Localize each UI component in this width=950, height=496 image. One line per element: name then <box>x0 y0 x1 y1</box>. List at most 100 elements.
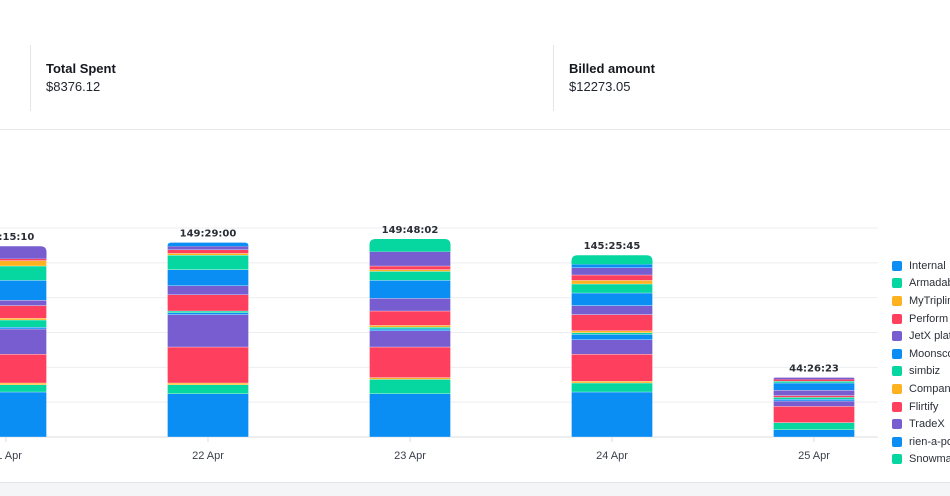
stat-divider <box>553 45 554 111</box>
legend-label: Snowma <box>909 453 950 466</box>
bar-segment <box>167 310 249 313</box>
legend-item[interactable]: rien-a-po <box>892 433 950 451</box>
bar-segment <box>167 314 249 348</box>
legend-item[interactable]: Compan <box>892 380 950 398</box>
legend-swatch <box>892 260 902 271</box>
bar-segment <box>369 393 451 438</box>
legend-swatch <box>892 331 902 342</box>
bar-segment <box>369 328 451 331</box>
legend-label: rien-a-po <box>909 435 950 448</box>
legend-swatch <box>892 313 902 324</box>
legend-item[interactable]: MyTriplin <box>892 292 950 310</box>
legend-swatch <box>892 401 902 412</box>
bar-segment <box>167 242 249 247</box>
top-strip <box>0 0 950 29</box>
bar-segment <box>167 269 249 286</box>
legend-swatch <box>892 366 902 377</box>
bar-segment <box>167 312 249 315</box>
bar-segment <box>0 280 47 301</box>
bar-segment <box>773 397 855 400</box>
bar-segment <box>571 354 653 382</box>
bar-segment <box>571 264 653 268</box>
bar-segment <box>0 305 47 319</box>
bar-segment <box>571 330 653 333</box>
bar-segment <box>369 346 451 378</box>
legend-label: Compan <box>909 382 950 395</box>
bar-segment <box>571 314 653 331</box>
stacked-bar-chart: 149:15:10 21 Apr 149:29:00 22 Apr 149:48:02 2… <box>0 225 878 462</box>
legend-swatch <box>892 419 902 430</box>
bar-total-label: 149:15:10 <box>0 232 34 243</box>
legend-item[interactable]: Internal <box>892 257 950 275</box>
legend-swatch <box>892 348 902 359</box>
bar-segment <box>0 318 47 321</box>
bar-segment <box>369 280 451 299</box>
bar-segment <box>0 246 47 259</box>
x-tick-label: 23 Apr <box>394 450 426 462</box>
bar-segment <box>167 384 249 394</box>
bar-segment <box>369 327 451 330</box>
bar-segment <box>571 267 653 276</box>
bar-segment <box>571 255 653 265</box>
x-tick-label: 24 Apr <box>596 450 628 462</box>
bar-segment <box>369 269 451 272</box>
bar-total-label: 149:48:02 <box>382 225 439 236</box>
legend-label: Perform <box>909 312 949 325</box>
legend-label: JetX plat <box>909 330 950 343</box>
billed-amount-value: $12273.05 <box>569 79 631 94</box>
bar-segment <box>0 327 47 330</box>
bar-segment <box>167 382 249 385</box>
bar-segment <box>0 382 47 385</box>
bar-segment <box>571 305 653 315</box>
bar-segment <box>773 381 855 384</box>
legend-item[interactable]: Moonsco <box>892 345 950 363</box>
bar-segment <box>369 239 451 252</box>
bar-segment <box>773 390 855 396</box>
bar-segment <box>369 330 451 348</box>
legend-item[interactable]: Perform <box>892 310 950 328</box>
bar-segment <box>571 280 653 285</box>
bar-segment <box>773 400 855 407</box>
legend-item[interactable]: Snowma <box>892 451 950 469</box>
legend-item[interactable]: simbiz <box>892 363 950 381</box>
bar-segment <box>571 391 653 438</box>
bar-segment <box>167 255 249 270</box>
bar-segment <box>167 249 249 254</box>
legend-label: Internal <box>909 259 946 272</box>
bar-segment <box>571 332 653 335</box>
chart-legend: Internal Armadab MyTriplin Perform JetX plat… <box>892 257 950 468</box>
total-spent-stat: Total Spent $8376.12 <box>46 61 116 95</box>
bar-segment <box>369 377 451 380</box>
chart-panel: 149:15:10 21 Apr 149:29:00 22 Apr 149:48:02 2… <box>0 130 950 483</box>
billed-amount-label: Billed amount <box>569 61 655 76</box>
legend-item[interactable]: Armadab <box>892 275 950 293</box>
legend-item[interactable]: JetX plat <box>892 327 950 345</box>
x-tick-label: 21 Apr <box>0 450 22 462</box>
bar-segment <box>0 328 47 355</box>
legend-swatch <box>892 383 902 394</box>
legend-label: Moonsco <box>909 347 950 360</box>
legend-item[interactable]: Flirtify <box>892 398 950 416</box>
bar-segment <box>0 260 47 267</box>
legend-label: Flirtify <box>909 400 939 413</box>
legend-swatch <box>892 278 902 289</box>
legend-label: TradeX <box>909 418 945 431</box>
bar-segment <box>773 429 855 438</box>
legend-item[interactable]: TradeX <box>892 415 950 433</box>
bar-segment <box>369 310 451 326</box>
bar-segment <box>369 298 451 312</box>
x-tick-label: 25 Apr <box>798 450 830 462</box>
bar-segment <box>571 334 653 340</box>
bar-total-label: 149:29:00 <box>180 229 237 240</box>
bar-segment <box>167 294 249 312</box>
bar-segment <box>0 265 47 281</box>
bar-segment <box>773 422 855 430</box>
bar-segment <box>773 395 855 398</box>
bar-segment <box>369 265 451 270</box>
bar-segment <box>571 339 653 355</box>
bar-segment <box>773 406 855 423</box>
legend-label: simbiz <box>909 365 941 378</box>
bar-segment <box>773 382 855 391</box>
total-spent-value: $8376.12 <box>46 79 101 94</box>
bar-segment <box>369 379 451 394</box>
